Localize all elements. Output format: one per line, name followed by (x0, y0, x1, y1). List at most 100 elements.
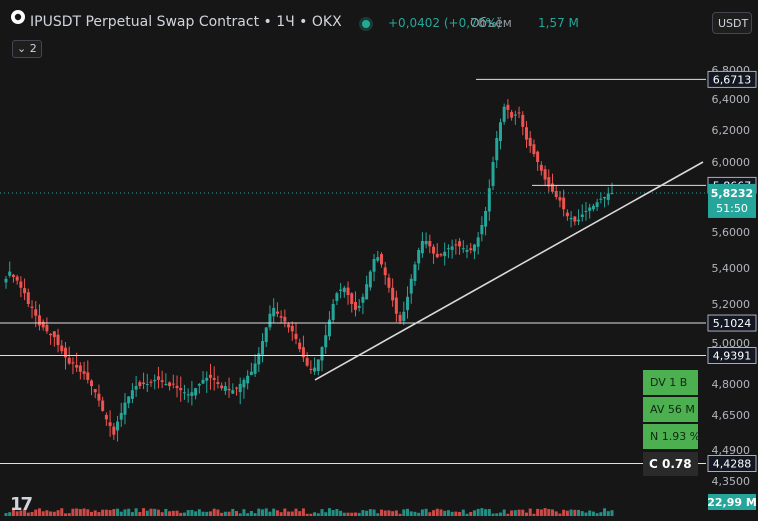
candle-body (450, 246, 454, 250)
candle-body (82, 371, 86, 374)
candle-body (402, 311, 406, 321)
candle-body (532, 144, 536, 154)
candle-body (52, 331, 56, 338)
volume-bar (235, 511, 239, 516)
volume-bar (67, 513, 71, 516)
volume-bar (465, 513, 469, 516)
candle-body (261, 341, 265, 355)
volume-bar (610, 510, 614, 516)
volume-bar (320, 509, 324, 516)
volume-bar (26, 512, 30, 516)
candle-body (443, 251, 447, 257)
candle-body (63, 347, 67, 358)
volume-bar (547, 509, 551, 516)
volume-bar (517, 509, 521, 516)
volume-bar (101, 509, 105, 516)
current-price-badge (708, 183, 756, 218)
volume-bar (227, 511, 231, 516)
candle-body (208, 374, 212, 378)
symbol-title[interactable]: IPUSDT Perpetual Swap Contract • 1Ч • OK… (30, 14, 342, 30)
volume-bar (480, 508, 484, 516)
candle-body (123, 402, 127, 415)
volume-bar (495, 513, 499, 516)
volume-bar (580, 511, 584, 516)
volume-bar (361, 510, 365, 516)
candle-body (153, 379, 157, 382)
volume-bar (268, 511, 272, 516)
candle-body (517, 112, 521, 114)
candle-body (331, 304, 335, 321)
volume-bar (123, 509, 127, 516)
price-tick-label: 6,0000 (712, 156, 751, 169)
candle-body (249, 371, 253, 375)
volume-bar (283, 508, 287, 516)
candle-body (536, 151, 540, 162)
volume-bar (168, 511, 172, 516)
candle-body (458, 241, 462, 247)
candle-body (569, 218, 573, 220)
volume-bar (298, 511, 302, 516)
candle-body (242, 379, 246, 388)
volume-bar (112, 509, 116, 516)
volume-bar (461, 509, 465, 516)
volume-bar (398, 513, 402, 516)
volume-bar (353, 512, 357, 516)
volume-bar (160, 512, 164, 516)
volume-bar (450, 511, 454, 516)
volume-bar (138, 512, 142, 516)
volume-bar (208, 511, 212, 516)
volume-bar (142, 508, 146, 516)
volume-bar (130, 512, 134, 516)
candle-body (253, 363, 257, 374)
candle-body (316, 359, 320, 371)
candle-body (67, 357, 71, 364)
level-badge (707, 347, 757, 364)
volume-bar (521, 509, 525, 516)
candle-body (435, 253, 439, 258)
volume-bar (153, 508, 157, 516)
collapse-indicators-button[interactable]: ⌄ 2 (12, 40, 42, 58)
price-axis[interactable]: 6,80006,40006,20006,00005,60005,40005,20… (707, 64, 757, 510)
candle-body (313, 367, 317, 372)
volume-bar (279, 512, 283, 516)
volume-bar (350, 512, 354, 516)
volume-bar (551, 509, 555, 516)
candle-body (565, 212, 569, 217)
indicator-dv: DV 1 B (643, 370, 698, 395)
volume-bar (554, 511, 558, 516)
volume-bar (342, 512, 346, 516)
volume-bar (90, 511, 94, 516)
volume-bar (231, 508, 235, 516)
volume-bar (543, 508, 547, 516)
candle-body (428, 241, 432, 247)
currency-selector[interactable]: USDT (712, 12, 752, 34)
candle-body (309, 368, 313, 370)
candle-body (484, 211, 488, 227)
current-price-label: 5,8232 (711, 187, 753, 200)
candle-body (603, 197, 607, 199)
volume-bar (37, 508, 41, 516)
candle-body (495, 138, 499, 161)
candle-body (502, 106, 506, 122)
volume-bar (365, 510, 369, 516)
indicator-count: 2 (29, 42, 37, 55)
volume-bar (182, 512, 186, 516)
tradingview-logo-icon[interactable]: 17 (10, 494, 33, 515)
candle-body (93, 389, 97, 393)
volume-bar (524, 512, 528, 516)
candle-body (558, 197, 562, 201)
candle-body (554, 191, 558, 197)
candle-body (487, 188, 491, 212)
candle-body (227, 388, 231, 391)
volume-badge-label: 22,99 M (707, 496, 757, 509)
volume-bar (305, 513, 309, 516)
level-badge-label: 6,6713 (713, 73, 752, 86)
volume-bar (476, 508, 480, 516)
candle-body (238, 384, 242, 393)
candle-body (305, 357, 309, 366)
volume-bar (335, 509, 339, 516)
volume-bar (4, 513, 8, 516)
volume-bar (223, 511, 227, 516)
candle-body (86, 372, 90, 380)
